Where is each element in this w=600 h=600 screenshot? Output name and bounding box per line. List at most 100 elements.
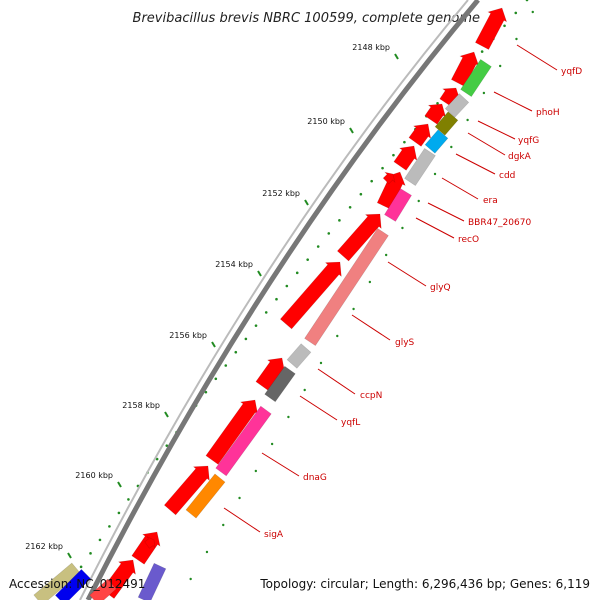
guide-dot: [381, 166, 384, 170]
map-title: Brevibacillus brevis NBRC 100599, comple…: [133, 11, 480, 26]
yqfD-feature: [460, 58, 492, 98]
tick-label: 2152 kbp: [262, 189, 300, 198]
leader-line: [516, 44, 558, 71]
guide-dot: [370, 179, 373, 183]
cds-arrow-small: [144, 536, 156, 549]
gene-label: dnaG: [303, 473, 327, 483]
guide-dot: [214, 377, 218, 381]
genome-summary-text: Topology: circular; Length: 6,296,436 bp…: [259, 577, 590, 591]
guide-dot: [359, 192, 363, 196]
cds-arrow-reverse: [424, 103, 447, 125]
feature-dot: [205, 550, 209, 554]
bottom-feature-red: [89, 578, 117, 600]
cds-arrow-reverse: [450, 51, 480, 87]
tick-mark: [304, 199, 309, 206]
tick-mark: [257, 270, 262, 277]
gene-label: yqfG: [518, 136, 539, 146]
ccpN-feature: [286, 343, 312, 369]
guide-dot: [306, 258, 309, 261]
guide-dot: [155, 457, 159, 461]
yqfL-feature: [264, 365, 296, 403]
tick-mark: [164, 411, 169, 418]
dnaG-feature: [215, 405, 272, 477]
dgkA-feature: [424, 129, 449, 154]
feature-dot: [531, 10, 534, 14]
accession-text: Accession: NC_012491: [9, 577, 145, 591]
feature-dot: [270, 442, 274, 446]
guide-dot: [436, 101, 439, 105]
leader-line: [223, 507, 261, 533]
feature-dot: [222, 523, 225, 527]
tick-label: 2150 kbp: [307, 117, 345, 126]
bottom-feature-blue: [54, 568, 92, 600]
guide-dot: [117, 511, 121, 515]
guide-dot: [204, 390, 208, 394]
guide-dot: [514, 11, 518, 15]
tick-mark: [394, 53, 399, 60]
cds-arrow-reverse: [393, 145, 418, 171]
feature-dot: [384, 253, 388, 257]
cds-arrow-reverse: [336, 213, 382, 262]
guide-dot: [403, 140, 406, 144]
tick-label: 2158 kbp: [122, 401, 160, 410]
leader-line: [441, 177, 479, 200]
gene-label: glyS: [395, 338, 415, 348]
tick-ring: 2148 kbp 2150 kbp 2152 kbp 2154 kbp 2156 kbp…: [25, 43, 399, 559]
cds-arrow-reverse: [279, 261, 342, 330]
feature-dot: [254, 469, 258, 473]
guide-dot: [338, 219, 341, 222]
tick-label: 2154 kbp: [215, 260, 253, 269]
gene-labels: yqfD phoH yqfG dgkA cdd era BBR47_20670 recO gly…: [223, 44, 582, 540]
feature-dot: [482, 91, 486, 95]
guide-dot: [254, 324, 258, 327]
gene-label: recO: [458, 235, 479, 245]
leader-line: [415, 217, 455, 239]
guide-dot: [295, 271, 299, 275]
guide-dot: [503, 24, 506, 28]
gene-label: era: [483, 196, 498, 206]
feature-dot: [368, 280, 372, 284]
guide-dot: [316, 245, 320, 248]
phoH-feature: [444, 93, 470, 118]
guide-dot: [327, 232, 331, 235]
cds-arrow-reverse: [408, 123, 432, 147]
guide-dot: [264, 311, 268, 314]
feature-dot: [498, 64, 502, 68]
tick-label: 2160 kbp: [75, 471, 113, 480]
guide-dot: [108, 525, 111, 528]
guide-dot: [275, 297, 278, 301]
gene-features: [33, 7, 508, 600]
yqfG-feature: [434, 111, 459, 136]
cds-arrow-reverse: [163, 465, 210, 516]
feature-dot: [450, 145, 453, 149]
cds-arrow-reverse: [376, 171, 406, 210]
genome-backbone: [79, 0, 480, 600]
leader-line: [351, 314, 391, 341]
cds-arrow-reverse: [205, 399, 259, 465]
gene-label: glyQ: [430, 283, 451, 293]
leader-line: [477, 120, 516, 140]
guide-dot: [480, 50, 484, 53]
gene-label: ccpN: [360, 391, 382, 401]
tick-mark: [67, 552, 72, 559]
feature-dot: [433, 172, 437, 176]
backbone-inner: [79, 0, 469, 600]
tick-label: 2156 kbp: [169, 331, 207, 340]
tick-label: 2148 kbp: [352, 43, 390, 52]
gene-label: sigA: [264, 530, 284, 540]
feature-dot: [287, 415, 290, 419]
leader-line: [493, 91, 533, 112]
feature-dot: [466, 118, 469, 122]
leader-line: [317, 368, 356, 395]
guide-dot: [127, 498, 130, 501]
feature-dot: [319, 361, 323, 365]
gene-label: dgkA: [508, 152, 532, 162]
guide-dot: [79, 565, 83, 569]
cdd-feature: [404, 147, 436, 187]
leader-line: [467, 132, 506, 156]
feature-dot: [352, 307, 355, 311]
cds-arrow-reverse: [131, 531, 161, 565]
sigA-feature: [185, 473, 226, 519]
gene-label: yqfL: [341, 418, 360, 428]
leader-line: [261, 452, 300, 477]
